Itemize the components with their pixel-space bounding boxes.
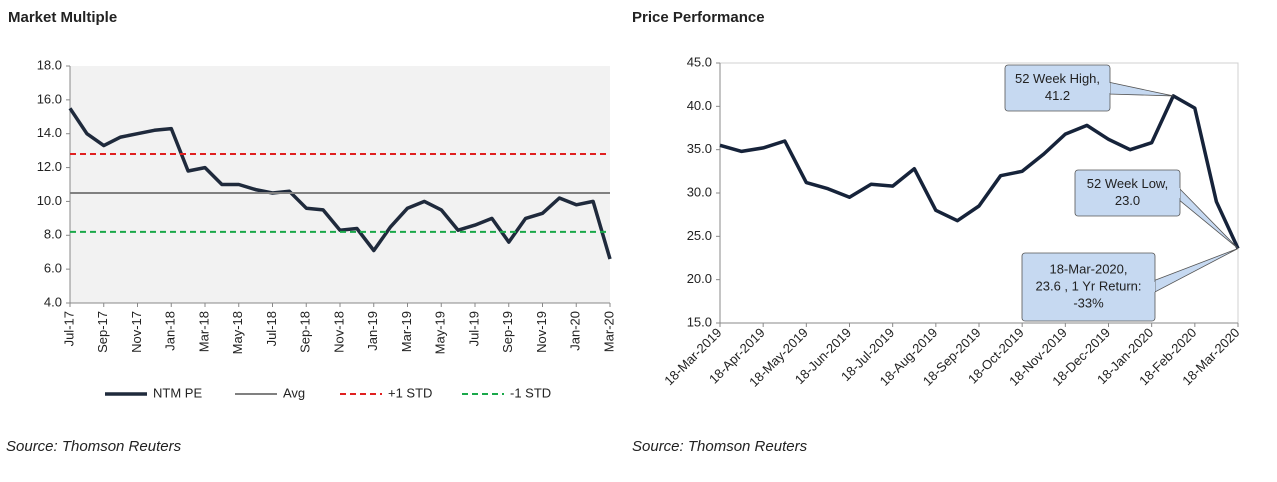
callout-text: 41.2 [1045, 88, 1070, 103]
chart-title: Market Multiple [8, 9, 117, 26]
callout-text: 18-Mar-2020, [1049, 261, 1127, 276]
x-tick-label: Sep-19 [500, 311, 515, 353]
source-note: Source: Thomson Reuters [632, 438, 808, 455]
callout-text: 23.0 [1115, 193, 1140, 208]
y-tick-label: 14.0 [37, 125, 62, 140]
x-tick-label: Jan-18 [163, 311, 178, 351]
callout: 52 Week High, 41.2 [1004, 64, 1174, 112]
y-tick-label: 30.0 [687, 184, 712, 199]
series-line [68, 107, 612, 260]
chart-title: Price Performance [632, 9, 765, 26]
x-tick-label: Mar-20 [601, 311, 616, 352]
plot-area [70, 66, 610, 303]
y-tick-label: 8.0 [44, 227, 62, 242]
callout-cover [1152, 282, 1155, 292]
legend-label: +1 STD [388, 385, 432, 400]
y-tick-label: 10.0 [37, 193, 62, 208]
x-tick-label: Mar-18 [196, 311, 211, 352]
callout-cover [1177, 188, 1180, 198]
callout-text: 23.6 , 1 Yr Return: [1036, 278, 1142, 293]
series-line [719, 94, 1240, 250]
x-tick-label: Jan-19 [365, 311, 380, 351]
y-tick-label: 4.0 [44, 294, 62, 309]
y-tick-label: 18.0 [37, 57, 62, 72]
x-tick-label: Nov-19 [534, 311, 549, 353]
x-tick-label: Jul-18 [264, 311, 279, 346]
x-tick-label: Sep-17 [95, 311, 110, 353]
y-tick-label: 20.0 [687, 271, 712, 286]
callout-text: -33% [1073, 295, 1104, 310]
callout-cover [1107, 83, 1110, 93]
x-tick-label: May-18 [230, 311, 245, 354]
y-tick-label: 40.0 [687, 98, 712, 113]
x-tick-label: Jul-17 [61, 311, 76, 346]
x-tick-label: May-19 [433, 311, 448, 354]
callout-text: 52 Week High, [1015, 71, 1100, 86]
x-tick-label: Jan-20 [568, 311, 583, 351]
x-tick-label: Nov-18 [331, 311, 346, 353]
legend-label: Avg [283, 385, 305, 400]
x-tick-label: Sep-18 [298, 311, 313, 353]
y-tick-label: 15.0 [687, 314, 712, 329]
callout: 52 Week Low, 23.0 [1074, 169, 1239, 249]
source-note: Source: Thomson Reuters [6, 438, 182, 455]
y-tick-label: 35.0 [687, 141, 712, 156]
legend-label: -1 STD [510, 385, 551, 400]
y-tick-label: 25.0 [687, 228, 712, 243]
x-tick-label: Nov-17 [129, 311, 144, 353]
y-tick-label: 45.0 [687, 54, 712, 69]
legend-label: NTM PE [153, 385, 202, 400]
callout-text: 52 Week Low, [1087, 176, 1168, 191]
y-tick-label: 12.0 [37, 159, 62, 174]
callout: 18-Mar-2020, 23.6 , 1 Yr Return: -33% [1021, 248, 1239, 322]
x-tick-label: Jul-19 [466, 311, 481, 346]
y-tick-label: 16.0 [37, 91, 62, 106]
x-tick-label: Mar-19 [399, 311, 414, 352]
y-tick-label: 6.0 [44, 261, 62, 276]
